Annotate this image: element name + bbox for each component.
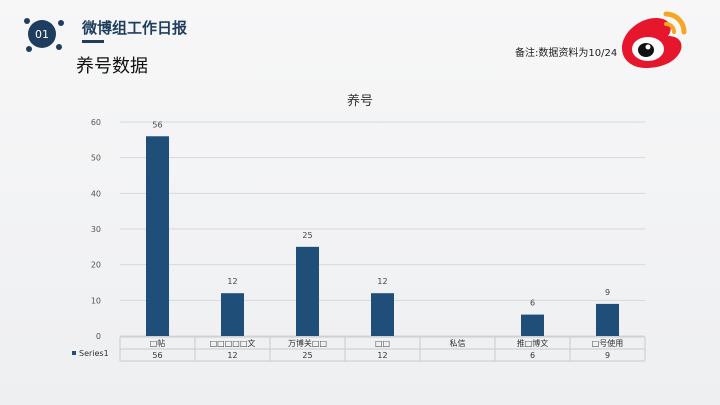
badge-dot <box>24 18 30 24</box>
data-note: 备注:数据资料为10/24 <box>515 48 618 59</box>
page-title: 养号数据 <box>76 56 148 77</box>
badge-dot <box>26 46 32 52</box>
x-tick-label: □□ <box>375 339 390 348</box>
data-label: 12 <box>377 277 387 286</box>
x-tick-label: 推□博文 <box>517 338 549 348</box>
x-tick-label: □帖 <box>150 338 166 348</box>
bar <box>596 303 619 336</box>
y-tick-label: 60 <box>91 118 101 127</box>
y-tick-label: 40 <box>91 189 101 198</box>
badge-dot <box>58 20 64 26</box>
x-tick-label: □□□□□文 <box>210 338 256 348</box>
table-value: 56 <box>152 351 162 360</box>
weibo-logo-icon <box>622 11 687 68</box>
badge-dot <box>56 44 62 50</box>
table-value: 6 <box>530 351 535 360</box>
header-title: 微博组工作日报 <box>82 19 188 37</box>
bar <box>371 293 394 336</box>
data-label: 56 <box>152 120 162 129</box>
table-value: 25 <box>302 351 312 360</box>
legend-swatch <box>72 351 76 355</box>
data-label: 12 <box>227 277 237 286</box>
header-underline <box>82 40 104 43</box>
data-label: 25 <box>302 231 312 240</box>
bar <box>221 293 244 336</box>
y-tick-label: 30 <box>91 225 101 234</box>
x-tick-label: □号使用 <box>592 338 624 348</box>
y-tick-label: 0 <box>96 332 101 341</box>
table-value: 12 <box>377 351 387 360</box>
section-number: 01 <box>28 20 56 48</box>
table-value: 12 <box>227 351 237 360</box>
table-value: 9 <box>605 351 610 360</box>
data-label: 6 <box>530 299 535 308</box>
y-tick-label: 10 <box>91 296 101 305</box>
bar <box>146 136 169 336</box>
section-badge: 01 <box>18 14 70 54</box>
bar <box>521 314 544 336</box>
bar <box>296 246 319 336</box>
x-tick-label: 私信 <box>450 338 466 348</box>
y-tick-label: 50 <box>91 154 101 163</box>
y-tick-label: 20 <box>91 261 101 270</box>
chart-title: 养号 <box>346 94 373 109</box>
data-label: 9 <box>605 288 610 297</box>
legend-label: Series1 <box>79 349 109 358</box>
x-tick-label: 万博关□□ <box>288 338 327 348</box>
